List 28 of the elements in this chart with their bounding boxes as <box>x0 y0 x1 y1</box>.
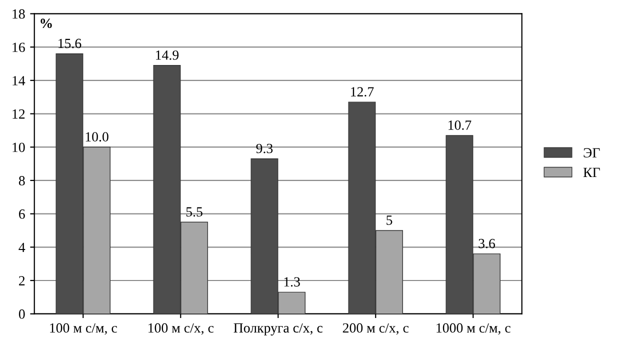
data-label: 10.7 <box>448 120 472 130</box>
x-tick-label: 100 м с/х, с <box>148 323 214 335</box>
x-tick-label: 1000 м с/м, с <box>436 323 510 335</box>
data-label: 14.9 <box>156 50 179 60</box>
y-axis-title: % <box>40 18 52 28</box>
data-label: 5 <box>386 216 392 225</box>
y-tick-label: 12 <box>12 109 25 119</box>
x-tick-label: 100 м с/м, с <box>50 323 117 335</box>
data-label: 5.5 <box>186 207 202 217</box>
data-label: 9.3 <box>256 144 273 154</box>
legend-label: ЭГ <box>584 148 600 158</box>
y-tick-label: 4 <box>18 242 26 252</box>
legend-label: КГ <box>583 168 600 177</box>
y-tick-label: 16 <box>12 42 25 52</box>
y-tick-label: 14 <box>12 76 26 86</box>
y-tick-label: 6 <box>19 209 25 219</box>
y-tick-label: 8 <box>18 176 25 186</box>
data-label: 1.3 <box>284 277 300 287</box>
x-tick-label: Полкруга с/х, с <box>234 323 322 336</box>
data-label: 3.6 <box>478 238 496 248</box>
y-tick-label: 10 <box>12 142 25 152</box>
y-tick-label: 0 <box>18 309 25 319</box>
x-tick-label: 200 м с/х, с <box>342 323 409 335</box>
data-label: 10.0 <box>86 132 108 142</box>
data-label: 15.6 <box>58 38 82 48</box>
y-tick-label: 18 <box>12 9 25 19</box>
y-tick-label: 2 <box>19 276 25 286</box>
data-label: 12.7 <box>351 87 374 97</box>
